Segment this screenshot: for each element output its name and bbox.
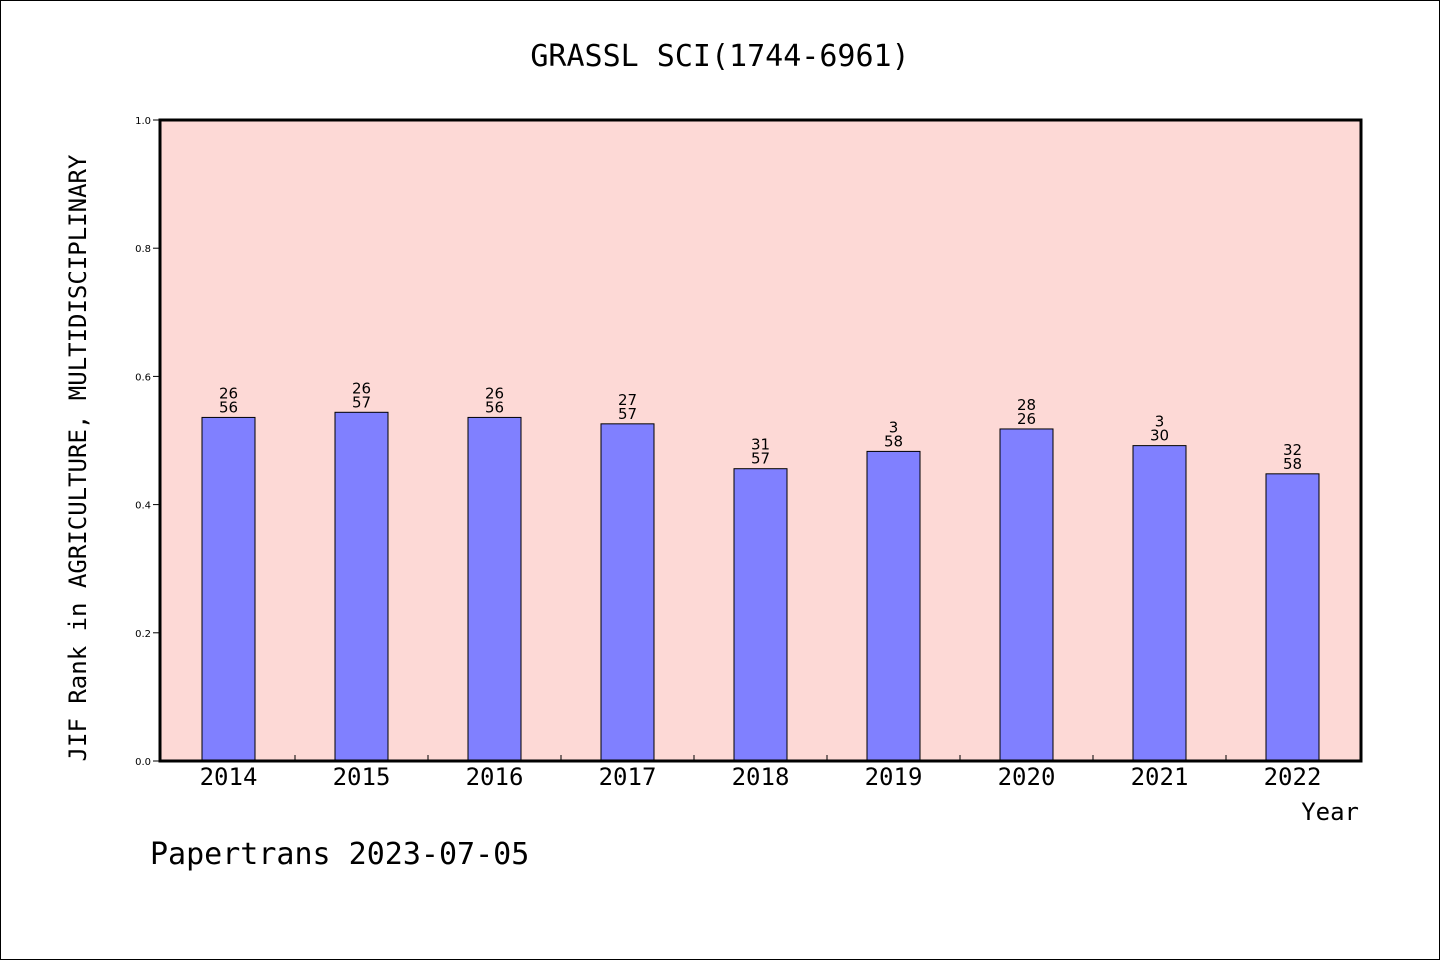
bar-label-total-2015: 57 (352, 393, 371, 411)
chart-title: GRASSL SCI(1744-6961) (530, 39, 909, 74)
bar-label-rank-2016: 26 (485, 384, 504, 402)
bar-label-rank-2022: 32 (1283, 441, 1302, 459)
bar-label-total-2016: 56 (485, 398, 504, 416)
bar-label-rank-2018: 31 (751, 436, 770, 454)
bar-2019 (866, 450, 921, 762)
x-ticks-group: 2014 2015 2016 2017 2018 2019 2020 2021 2022 (200, 755, 1322, 791)
bar-label-rank-2017: 27 (618, 391, 637, 409)
x-tick-label-2017: 2017 (599, 763, 657, 791)
footer-credit: Papertrans 2023-07-05 (150, 837, 529, 872)
bar-label-total-2014: 56 (219, 398, 238, 416)
bar-label-total-2017: 57 (618, 405, 637, 423)
y-tick-label-0.8: 0.8 (135, 244, 151, 255)
x-tick-label-2020: 2020 (998, 763, 1056, 791)
x-tick-label-2021: 2021 (1131, 763, 1189, 791)
y-tick-label-0.4: 0.4 (135, 501, 151, 512)
x-axis-label: Year (1301, 798, 1359, 826)
y-tick-label-0.6: 0.6 (135, 372, 151, 383)
x-tick-label-2015: 2015 (333, 763, 391, 791)
bar-label-rank-2019: 3 (889, 418, 899, 436)
bar-2017 (600, 423, 655, 762)
bar-label-total-2022: 58 (1283, 455, 1302, 473)
bar-label-total-2020: 26 (1017, 410, 1036, 428)
x-tick-label-2014: 2014 (200, 763, 258, 791)
bar-label-total-2019: 58 (884, 432, 903, 450)
bars-group (201, 411, 1320, 762)
y-tick-label-0.2: 0.2 (135, 629, 151, 640)
y-tick-label-0.0: 0.0 (135, 757, 151, 768)
bar-2021 (1132, 445, 1187, 762)
bar-label-rank-2014: 26 (219, 384, 238, 402)
y-tick-label-1.0: 1.0 (135, 116, 151, 127)
plot-border (158, 118, 1363, 763)
bar-label-rank-2021: 3 (1155, 413, 1165, 431)
bar-2022 (1265, 473, 1320, 762)
y-ticks-group: 0.0 0.2 0.4 0.6 0.8 1.0 (135, 116, 160, 768)
bar-label-rank-2015: 26 (352, 379, 371, 397)
bar-2020 (999, 428, 1054, 762)
x-tick-label-2019: 2019 (865, 763, 923, 791)
bar-label-total-2018: 57 (751, 450, 770, 468)
bar-label-rank-2020: 28 (1017, 396, 1036, 414)
bar-2014 (201, 416, 256, 762)
bar-2018 (733, 468, 788, 762)
bar-2016 (467, 416, 522, 762)
bar-2015 (334, 411, 389, 762)
x-tick-label-2018: 2018 (732, 763, 790, 791)
bar-label-total-2021: 30 (1150, 427, 1169, 445)
x-tick-label-2016: 2016 (466, 763, 524, 791)
x-tick-label-2022: 2022 (1264, 763, 1322, 791)
y-axis-label: JIF Rank in AGRICULTURE, MULTIDISCIPLINA… (64, 154, 92, 761)
